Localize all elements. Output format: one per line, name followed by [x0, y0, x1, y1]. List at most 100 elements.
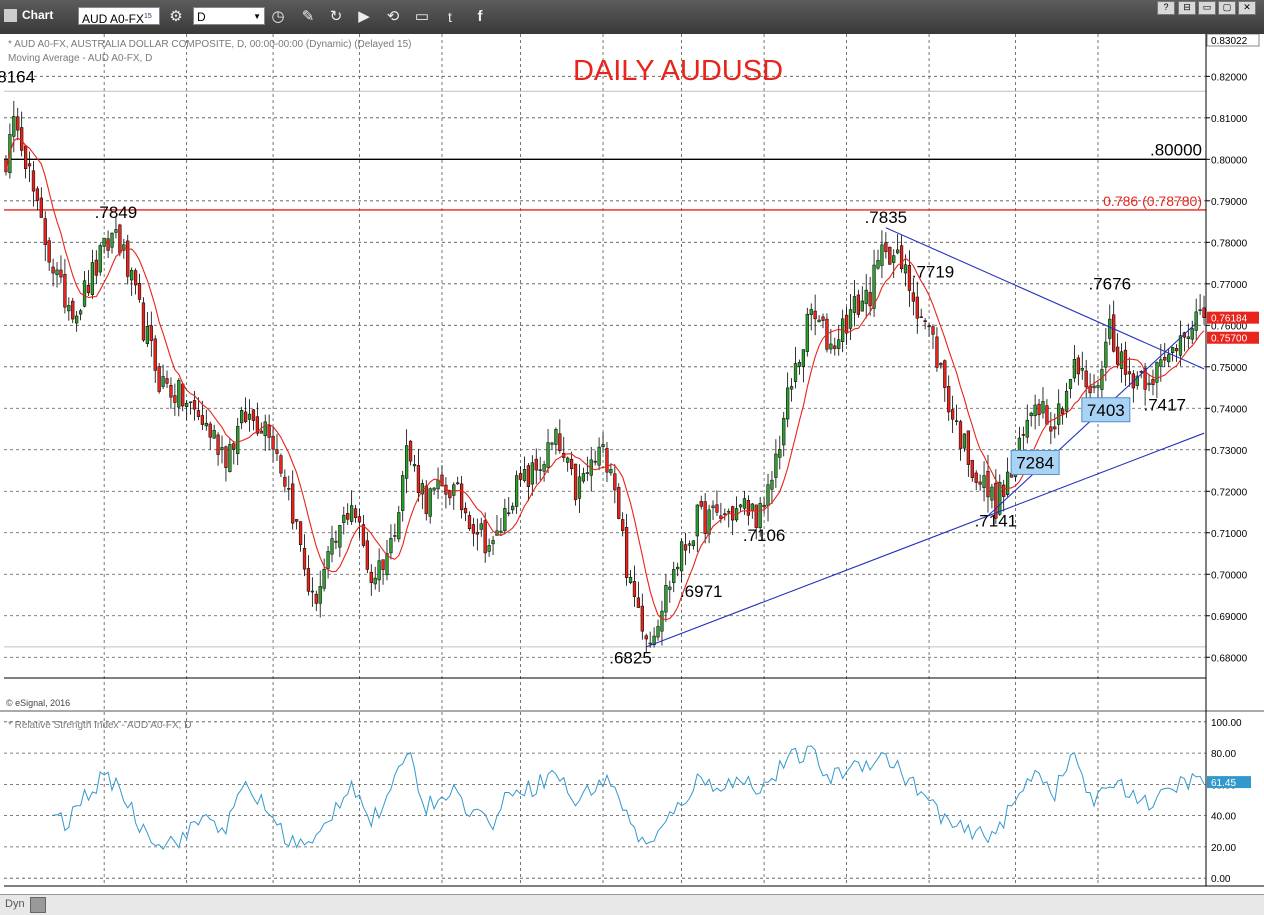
- candle-body: [1119, 351, 1124, 369]
- candle-body: [212, 430, 216, 439]
- candle-body: [1174, 348, 1179, 352]
- chart-app-icon: [4, 9, 17, 22]
- facebook-icon[interactable]: f: [477, 8, 483, 25]
- candle-body: [459, 483, 464, 511]
- ma-header: Moving Average - AUD A0-FX, D: [8, 53, 152, 64]
- candle-body: [110, 232, 114, 248]
- close-button[interactable]: ✕: [1238, 1, 1256, 15]
- candle-body: [67, 305, 71, 312]
- price-tick-label: 0.78000: [1211, 238, 1248, 249]
- minimize-button[interactable]: ⊟: [1178, 1, 1196, 15]
- candle-body: [966, 430, 970, 465]
- candle-body: [986, 470, 990, 498]
- candle-body: [621, 519, 625, 531]
- candle-body: [707, 509, 711, 535]
- series-header: * AUD A0-FX, AUSTRALIA DOLLAR COMPOSITE,…: [8, 39, 411, 50]
- candle-body: [153, 338, 157, 371]
- maximize-button[interactable]: ▢: [1218, 1, 1236, 15]
- symbol-settings-icon[interactable]: ⚙: [169, 8, 183, 25]
- candle-body: [1064, 390, 1069, 412]
- scroll-left-button[interactable]: [30, 897, 46, 913]
- candle-body: [440, 474, 444, 487]
- candle-body: [479, 523, 483, 530]
- pencil-icon[interactable]: ✎: [301, 8, 315, 25]
- candle-body: [766, 484, 770, 506]
- candle-body: [181, 383, 185, 407]
- candle-body: [405, 445, 409, 479]
- candle-body: [326, 551, 330, 569]
- price-marker-label: 0.76184: [1211, 314, 1248, 325]
- chart-area[interactable]: .80000 0.786 (0.78780) .8164 .7849 .7835 .77…: [0, 34, 1264, 894]
- replay-icon[interactable]: ⟲: [386, 8, 400, 25]
- candle-body: [126, 240, 130, 277]
- candle-body: [196, 410, 201, 417]
- rsi-tick-label: 80.00: [1211, 749, 1236, 760]
- candle-body: [188, 401, 193, 404]
- candle-body: [789, 386, 794, 390]
- candle-body: [805, 313, 809, 352]
- clock-icon[interactable]: ◷: [271, 8, 285, 25]
- candle-body: [664, 585, 668, 613]
- candle-body: [837, 339, 841, 349]
- rsi-header: * Relative Strength Index - AUD A0-FX, D: [8, 720, 191, 731]
- candle-body: [727, 510, 731, 513]
- candle-body: [723, 513, 727, 515]
- candle-body: [102, 237, 106, 247]
- interval-select[interactable]: D ▼: [193, 7, 265, 25]
- candle-body: [1049, 426, 1053, 432]
- candle-body: [617, 487, 621, 519]
- play-icon[interactable]: ▶: [358, 8, 370, 25]
- candle-body: [467, 515, 472, 530]
- candle-body: [271, 435, 275, 450]
- candle-body: [892, 255, 896, 263]
- candle-body: [1053, 426, 1057, 430]
- price-tick-label: 0.80000: [1211, 155, 1248, 166]
- boxed-annotation: 7403: [1087, 401, 1125, 420]
- candle-body: [259, 430, 263, 434]
- price-marker-label: 0.75700: [1211, 334, 1248, 345]
- trendline: [646, 432, 1205, 648]
- rsi-panel: [53, 745, 1205, 851]
- candle-body: [569, 458, 574, 470]
- comment-icon[interactable]: ▭: [414, 8, 430, 25]
- candle-body: [864, 289, 868, 304]
- candle-body: [283, 476, 287, 487]
- candle-body: [255, 416, 259, 434]
- candle-body: [927, 325, 931, 328]
- candle-body: [1080, 368, 1084, 371]
- reference-line-label: .80000: [1150, 140, 1202, 159]
- candle-body: [1029, 412, 1033, 417]
- candle-body: [715, 504, 719, 513]
- candle-body: [59, 269, 63, 278]
- candle-body: [243, 411, 248, 422]
- candle-body: [432, 487, 436, 491]
- candle-body: [962, 433, 967, 449]
- twitter-icon[interactable]: t: [448, 9, 452, 25]
- candle-body: [306, 568, 311, 592]
- price-tick-label: 0.75000: [1211, 363, 1248, 374]
- refresh-icon[interactable]: ↻: [329, 8, 343, 25]
- candle-body: [923, 320, 927, 322]
- candle-body: [628, 577, 633, 584]
- candle-body: [935, 336, 939, 368]
- symbol-input[interactable]: AUD A0-FX15: [78, 7, 160, 26]
- candle-body: [43, 218, 47, 245]
- candle-body: [1123, 349, 1128, 375]
- help-button[interactable]: ?: [1157, 1, 1175, 15]
- candle-body: [778, 449, 782, 458]
- restore-button[interactable]: ▭: [1198, 1, 1216, 15]
- candle-body: [1139, 371, 1143, 373]
- candle-body: [687, 543, 692, 546]
- price-annotation: .8164: [0, 68, 35, 87]
- candle-body: [668, 586, 672, 590]
- candle-body: [240, 410, 244, 424]
- boxed-annotation: 7284: [1016, 453, 1054, 472]
- candle-body: [742, 498, 747, 509]
- price-annotation: .6971: [680, 582, 723, 601]
- moving-average-series: [5, 137, 1205, 621]
- price-tick-label: 0.69000: [1211, 612, 1248, 623]
- candle-body: [412, 464, 417, 467]
- candle-body: [703, 501, 707, 534]
- candle-body: [982, 475, 986, 489]
- candle-body: [554, 429, 558, 445]
